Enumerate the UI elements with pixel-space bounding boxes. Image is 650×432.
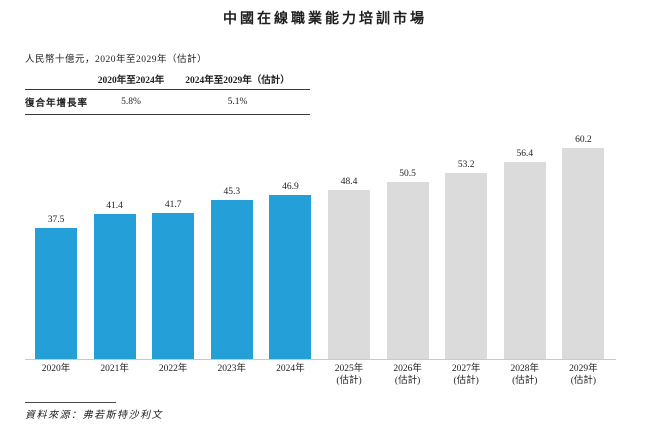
x-axis-label: 2029年 (估計) xyxy=(569,364,598,386)
bar-value-label: 46.9 xyxy=(282,181,299,192)
bar-value-label: 53.2 xyxy=(457,159,475,170)
page-title: 中國在線職業能力培訓市場 xyxy=(223,12,427,27)
bar-estimate xyxy=(445,172,488,359)
x-axis-label: 2020年 xyxy=(41,364,71,374)
table-corner-cell xyxy=(25,69,97,90)
bar-group-2025年: 48.4 2025年 (估計) xyxy=(328,176,370,386)
bar-value-label: 50.5 xyxy=(399,169,416,180)
bar-value-label: 56.4 xyxy=(516,148,534,159)
cagr-value-2020-2024: 5.8% xyxy=(97,90,165,115)
x-axis-label: 2023年 xyxy=(217,364,247,374)
x-axis-label: 2021年 xyxy=(100,364,129,374)
x-axis-label: 2022年 xyxy=(158,364,188,374)
x-axis-label: 2027年 (估計) xyxy=(451,364,481,386)
bar-actual xyxy=(93,214,136,359)
bar-estimate xyxy=(328,189,370,359)
bar-value-label: 37.5 xyxy=(47,214,65,225)
cagr-value-2024-2029: 5.1% xyxy=(165,90,310,115)
bar-group-2024年: 46.9 2024年 xyxy=(269,181,312,374)
table-header-2020-2024: 2020年至2024年 xyxy=(97,69,165,90)
x-axis-label: 2026年 (估計) xyxy=(393,364,422,386)
table-row-label-cagr: 復合年增長率 xyxy=(25,90,97,115)
bar-group-2028年: 56.4 2028年 (估計) xyxy=(503,148,546,386)
bar-group-2029年: 60.2 2029年 (估計) xyxy=(562,135,605,386)
bar-group-2026年: 50.5 2026年 (估計) xyxy=(386,169,429,386)
bar-group-2020年: 37.5 2020年 xyxy=(35,214,77,374)
bar-value-label: 45.3 xyxy=(223,187,241,198)
cagr-table: 2020年至2024年 2024年至2029年（估計） 復合年增長率 5.8% … xyxy=(25,69,310,115)
bar-estimate xyxy=(503,161,546,359)
table-header-2024-2029: 2024年至2029年（估計） xyxy=(165,69,310,90)
bar-value-label: 60.2 xyxy=(575,135,592,146)
bar-value-label: 41.4 xyxy=(106,201,123,212)
bar-actual xyxy=(269,194,312,359)
bar-group-2027年: 53.2 2027年 (估計) xyxy=(445,159,488,386)
bar-value-label: 48.4 xyxy=(340,176,358,187)
bar-value-label: 41.7 xyxy=(164,200,182,211)
bar-estimate xyxy=(562,148,605,359)
bar-actual xyxy=(210,200,253,359)
source-divider xyxy=(25,402,116,403)
bar-chart: 37.5 2020年 41.4 2021年 41.7 2022年 45.3 2023年 46.9… xyxy=(25,130,616,386)
bar-group-2023年: 45.3 2023年 xyxy=(210,187,253,374)
x-axis-label: 2028年 (估計) xyxy=(510,364,540,386)
chart-subtitle: 人民幣十億元，2020年至2029年（估計） xyxy=(25,55,208,65)
bar-estimate xyxy=(386,182,429,359)
x-axis-label: 2024年 xyxy=(276,364,305,374)
source-note: 資料來源：弗若斯特沙利文 xyxy=(25,410,163,421)
bar-group-2022年: 41.7 2022年 xyxy=(152,200,195,374)
bar-group-2021年: 41.4 2021年 xyxy=(93,201,136,374)
bar-actual xyxy=(35,227,77,359)
x-axis-label: 2025年 (估計) xyxy=(334,364,364,386)
bar-actual xyxy=(152,213,195,359)
